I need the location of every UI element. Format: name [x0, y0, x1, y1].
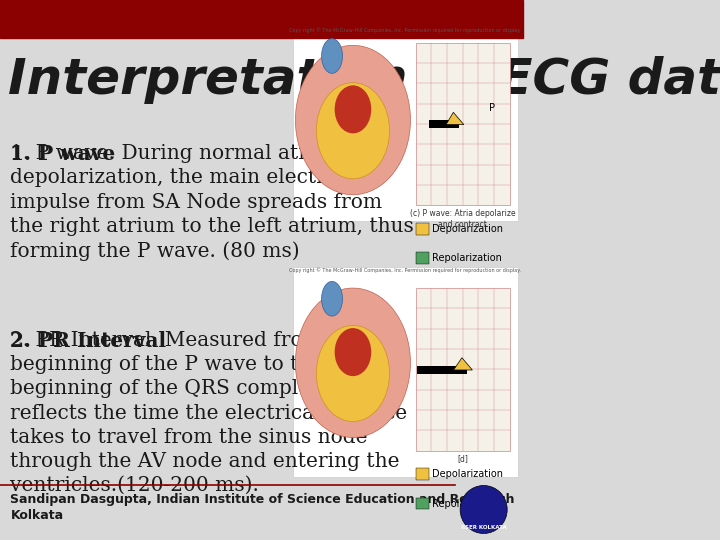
Text: Depolarization: Depolarization: [433, 224, 503, 234]
Ellipse shape: [322, 281, 343, 316]
Bar: [415, 288, 510, 451]
Text: 1. P wave: During normal atrial
depolarization, the main electrical
impulse from: 1. P wave: During normal atrial depolari…: [11, 144, 414, 261]
Bar: [415, 223, 429, 235]
Text: Repolarization: Repolarization: [433, 498, 503, 509]
Text: Copy right © The McGraw-Hill Companies, Inc. Permission required for reproductio: Copy right © The McGraw-Hill Companies, …: [289, 28, 521, 33]
Text: IISER KOLKATA: IISER KOLKATA: [461, 525, 507, 530]
Text: 1. P wave: 1. P wave: [11, 144, 116, 164]
Text: [d]: [d]: [457, 454, 468, 463]
Text: 2. PR Interval: 2. PR Interval: [11, 331, 166, 351]
Text: (c) P wave: Atria depolarize
and contract: (c) P wave: Atria depolarize and contrac…: [410, 208, 516, 229]
Text: Depolarization: Depolarization: [433, 469, 503, 480]
Bar: [415, 498, 429, 510]
Polygon shape: [446, 112, 464, 125]
Bar: [415, 252, 429, 264]
Circle shape: [460, 485, 507, 534]
Bar: [415, 43, 510, 205]
Bar: [417, 366, 467, 374]
Text: 2. PR Interval: Measured from the
beginning of the P wave to the
beginning of th: 2. PR Interval: Measured from the beginn…: [11, 331, 408, 495]
Ellipse shape: [335, 85, 372, 133]
Bar: [415, 468, 429, 480]
Ellipse shape: [322, 39, 343, 73]
Bar: [0, 0, 523, 38]
Bar: [293, 267, 518, 477]
Bar: [293, 26, 518, 221]
Ellipse shape: [295, 288, 410, 437]
Ellipse shape: [316, 83, 390, 179]
Text: P: P: [489, 103, 495, 113]
Text: Repolarization: Repolarization: [433, 253, 503, 263]
Text: Interpretation of ECG data: Interpretation of ECG data: [8, 56, 720, 104]
Polygon shape: [454, 357, 472, 370]
Bar: [429, 120, 459, 129]
Ellipse shape: [335, 328, 372, 376]
Ellipse shape: [295, 45, 410, 195]
Text: Sandipan Dasgupta, Indian Institute of Science Education and Research
Kolkata: Sandipan Dasgupta, Indian Institute of S…: [11, 494, 515, 523]
Text: Copy right © The McGraw-Hill Companies, Inc. Permission required for reproductio: Copy right © The McGraw-Hill Companies, …: [289, 268, 521, 273]
Ellipse shape: [316, 326, 390, 421]
